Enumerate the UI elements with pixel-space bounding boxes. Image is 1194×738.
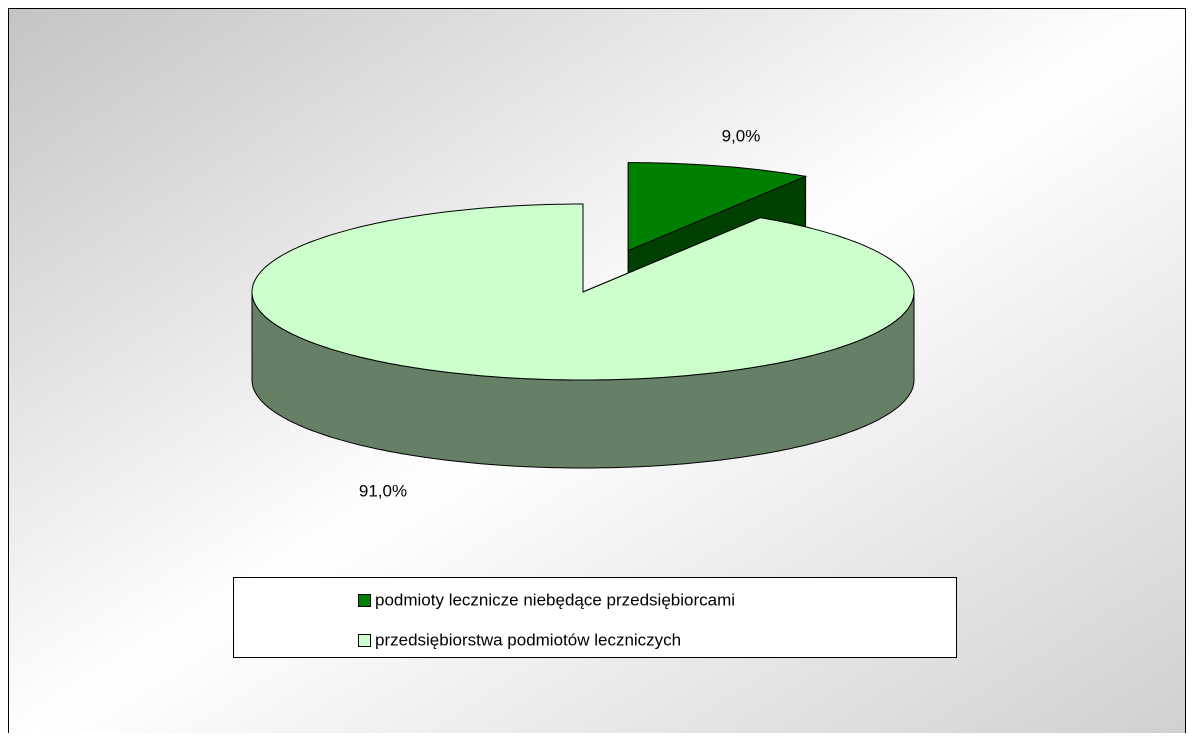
- legend-label: podmioty lecznicze niebędące przedsiębio…: [375, 590, 735, 609]
- legend-label: przedsiębiorstwa podmiotów leczniczych: [375, 630, 681, 649]
- legend-swatch: [358, 634, 371, 647]
- data-label: 91,0%: [359, 481, 407, 500]
- legend-swatch: [358, 594, 371, 607]
- slice: [251, 203, 915, 381]
- data-label: 9,0%: [722, 126, 761, 145]
- legend: [233, 577, 957, 658]
- slice: [627, 162, 808, 252]
